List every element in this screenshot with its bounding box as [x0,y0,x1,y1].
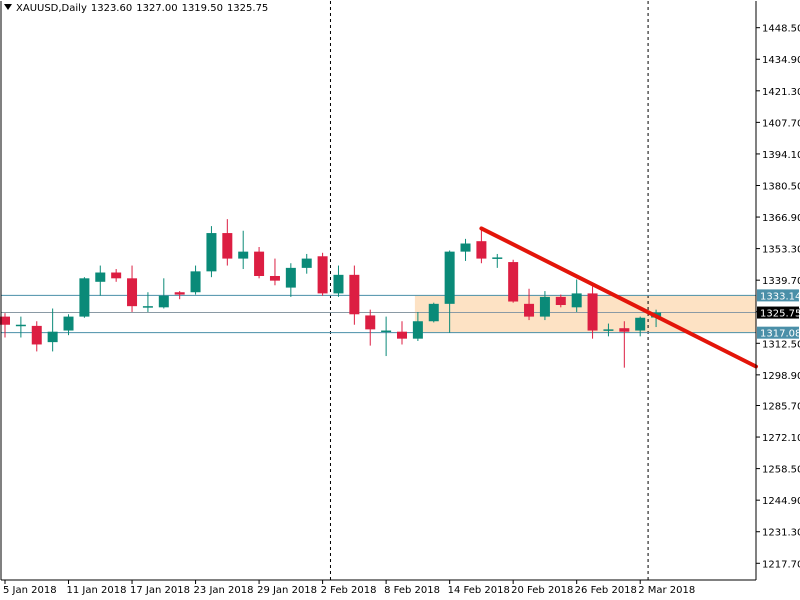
candle-body [508,262,519,302]
candle-body [158,295,169,308]
candle-body [47,331,58,343]
x-tick-label: 14 Feb 2018 [448,585,510,596]
y-tick-label: 1380.50 [762,181,800,192]
chart-header: XAUUSD,Daily 1323.60 1327.00 1319.50 1325.75 [4,3,272,14]
candle-body [635,317,646,331]
candle-body [15,324,26,327]
y-tick-label: 1394.10 [762,150,800,161]
y-tick-label: 1231.30 [762,528,800,539]
line-price-box [757,326,799,339]
x-tick-label: 8 Feb 2018 [384,585,440,596]
y-tick-label: 1258.50 [762,465,800,476]
current-price-label: 1325.75 [760,309,800,320]
x-tick-label: 26 Feb 2018 [575,585,637,596]
y-tick-label: 1312.50 [762,339,800,350]
dropdown-triangle-icon[interactable] [4,4,12,10]
candle-body [254,251,265,276]
candle-body [349,274,360,315]
candle-body [142,306,153,308]
open-value: 1323.60 [90,3,133,14]
x-tick-label: 2 Feb 2018 [321,585,377,596]
y-tick-label: 1298.90 [762,371,800,382]
trendline[interactable] [479,226,758,369]
x-tick-label: 2 Mar 2018 [638,585,695,596]
candle-body [317,256,328,294]
line-price-box [757,289,799,302]
y-tick-label: 1244.90 [762,496,800,507]
candle-body [301,258,312,268]
support-resistance-zone[interactable] [414,295,756,333]
candle-body [31,325,42,345]
candle-body [127,278,138,307]
candle-body [444,251,455,304]
candle-body [587,293,598,331]
candle-body [95,272,106,282]
high-value: 1327.00 [136,3,178,14]
y-tick-label: 1272.10 [762,433,800,444]
candle-body [539,296,550,317]
candle-body [111,272,122,279]
y-tick-label: 1366.90 [762,213,800,224]
candle-body [333,274,344,294]
x-tick-label: 20 Feb 2018 [511,585,573,596]
x-tick-label: 23 Jan 2018 [194,585,254,596]
x-tick-label: 5 Jan 2018 [3,585,57,596]
candle-body [412,321,423,339]
y-tick-label: 1421.30 [762,87,800,98]
candle-body [476,241,487,259]
candle-body [79,278,90,317]
candle-body [555,296,566,306]
x-tick-label: 29 Jan 2018 [257,585,317,596]
y-tick-label: 1217.70 [762,559,800,570]
candle-body [269,275,280,281]
candle-body [603,329,614,331]
y-tick-label: 1434.90 [762,55,800,66]
low-value: 1319.50 [181,3,223,14]
y-tick-label: 1353.30 [762,245,800,256]
candle-body [206,233,217,272]
candle-body [365,315,376,330]
x-tick-label: 17 Jan 2018 [130,585,190,596]
line-price-label: 1317.08 [760,329,800,340]
candle-body [428,303,439,322]
candle-body [63,316,74,331]
candle-body [571,293,582,308]
candle-body [524,303,535,317]
candle-body [460,243,471,252]
candle-body [492,257,503,259]
candle-body [381,330,392,333]
candle-body [222,233,233,259]
symbol-label: XAUUSD,Daily [16,3,87,14]
candle-body [174,292,185,295]
candle-body [238,251,249,259]
candle-body [285,267,296,288]
candle-body [397,331,407,339]
candle-body [619,328,630,332]
line-price-label: 1333.14 [760,291,800,302]
current-price-box [757,306,799,319]
close-value: 1325.75 [226,3,269,14]
y-tick-label: 1448.50 [762,24,800,35]
y-tick-label: 1339.70 [762,276,800,287]
x-tick-label: 11 Jan 2018 [67,585,127,596]
y-tick-label: 1407.70 [762,118,800,129]
candle-body [190,271,201,293]
candle-body [0,316,10,325]
y-tick-label: 1285.70 [762,401,800,412]
